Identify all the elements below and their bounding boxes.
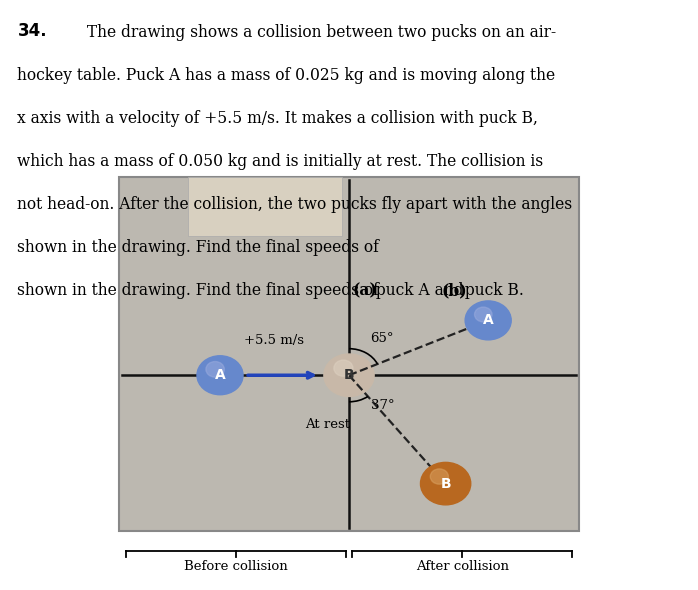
Text: 37°: 37° <box>371 399 395 412</box>
Circle shape <box>430 469 448 484</box>
Text: Before collision: Before collision <box>184 560 288 573</box>
Text: puck B.: puck B. <box>460 282 524 299</box>
Circle shape <box>465 301 511 340</box>
Text: shown in the drawing. Find the final speeds of: shown in the drawing. Find the final spe… <box>17 239 379 256</box>
Circle shape <box>206 362 224 377</box>
Text: B: B <box>440 477 451 491</box>
Text: After collision: After collision <box>416 560 509 573</box>
Text: A: A <box>483 313 493 327</box>
Text: A: A <box>214 368 225 382</box>
Text: B: B <box>343 368 355 382</box>
Circle shape <box>334 360 353 376</box>
Circle shape <box>324 354 374 396</box>
FancyBboxPatch shape <box>188 177 342 236</box>
FancyBboxPatch shape <box>119 177 579 531</box>
Circle shape <box>475 307 492 322</box>
Text: (a): (a) <box>352 282 378 299</box>
Text: which has a mass of 0.050 kg and is initially at rest. The collision is: which has a mass of 0.050 kg and is init… <box>17 153 544 170</box>
Text: At rest: At rest <box>306 418 350 431</box>
Text: 34.: 34. <box>17 22 47 41</box>
Text: shown in the drawing. Find the final speeds of: shown in the drawing. Find the final spe… <box>17 282 384 299</box>
Text: (b): (b) <box>441 282 467 299</box>
Text: 65°: 65° <box>370 332 394 345</box>
Text: puck A and: puck A and <box>371 282 469 299</box>
Text: not head-on. After the collision, the two pucks fly apart with the angles: not head-on. After the collision, the tw… <box>17 196 572 213</box>
Circle shape <box>197 356 243 395</box>
Text: The drawing shows a collision between two pucks on an air-: The drawing shows a collision between tw… <box>82 24 556 41</box>
Circle shape <box>420 463 470 505</box>
Text: +5.5 m/s: +5.5 m/s <box>244 334 304 347</box>
Text: x axis with a velocity of +5.5 m/s. It makes a collision with puck B,: x axis with a velocity of +5.5 m/s. It m… <box>17 110 538 127</box>
Text: hockey table. Puck A has a mass of 0.025 kg and is moving along the: hockey table. Puck A has a mass of 0.025… <box>17 67 556 84</box>
Text: ▶‖: ▶‖ <box>58 32 69 41</box>
